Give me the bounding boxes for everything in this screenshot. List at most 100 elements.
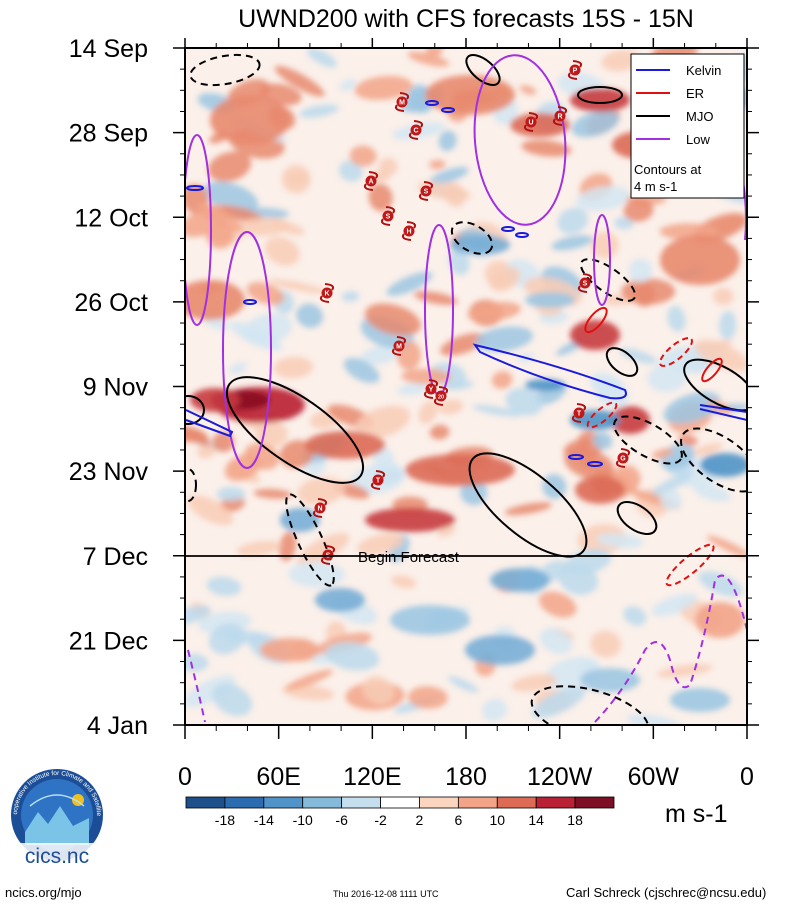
axes: 14 Sep 28 Sep 12 Oct 26 Oct 9 Nov 23 Nov 7 Dec… xyxy=(69,35,759,791)
colorbar-units: m s-1 xyxy=(665,800,728,828)
storm-label: S xyxy=(386,214,391,221)
legend-box xyxy=(630,53,745,199)
storm-label: H xyxy=(406,229,411,236)
low-contour xyxy=(185,134,212,326)
y-tick-label: 12 Oct xyxy=(74,204,148,232)
colorbar-tick-label: -14 xyxy=(254,812,274,828)
colorbar-tick-label: 2 xyxy=(416,812,424,828)
kelvin-contour xyxy=(472,343,627,400)
forecast-label: Begin Forecast xyxy=(358,549,460,566)
low-contour xyxy=(473,54,567,226)
legend-label: MJO xyxy=(686,109,713,124)
kelvin-contour xyxy=(587,461,603,467)
colorbar-swatch xyxy=(574,796,615,809)
mjo-contour-negative xyxy=(613,415,683,465)
storm-marker: T xyxy=(370,470,386,490)
colorbar-tick-label: 18 xyxy=(567,812,583,828)
chart-title: UWND200 with CFS forecasts 15S - 15N xyxy=(238,5,694,33)
colorbar-tick-label: -10 xyxy=(293,812,313,828)
kelvin-contour xyxy=(441,107,455,113)
x-tick-label: 60W xyxy=(628,763,680,791)
storm-marker: R xyxy=(552,106,568,126)
mjo-contour xyxy=(185,395,205,425)
low-contour xyxy=(222,231,272,469)
storm-label: S xyxy=(424,189,429,196)
storm-label: R xyxy=(557,114,562,121)
storm-label: K xyxy=(324,291,329,298)
y-tick-label: 9 Nov xyxy=(83,374,149,402)
storm-marker: M xyxy=(391,336,407,356)
storm-label: S xyxy=(583,281,588,288)
kelvin-contour xyxy=(425,100,439,106)
mjo-contour-negative xyxy=(450,221,494,255)
storm-label: T xyxy=(577,411,582,418)
storm-marker: A xyxy=(363,171,379,191)
colorbar-swatch xyxy=(185,796,226,809)
y-tick-label: 23 Nov xyxy=(69,458,149,486)
storm-label: U xyxy=(528,120,533,127)
mjo-contour-negative xyxy=(680,427,747,493)
colorbar-swatch xyxy=(535,796,576,809)
colorbar-tick-label: 10 xyxy=(489,812,505,828)
footer-left[interactable]: ncics.org/mjo xyxy=(5,885,82,900)
footer-timestamp: Thu 2016-12-08 1111 UTC xyxy=(333,889,439,899)
footer-right[interactable]: Carl Schreck (cjschrec@ncsu.edu) xyxy=(566,885,767,900)
mjo-contour-negative xyxy=(285,493,335,587)
y-tick-label: 26 Oct xyxy=(74,289,148,317)
colorbar-swatch xyxy=(380,796,420,809)
kelvin-contour xyxy=(243,299,257,305)
kelvin-contour xyxy=(699,404,747,422)
colorbar-swatch xyxy=(496,796,537,809)
colorbar-tick-label: 6 xyxy=(454,812,462,828)
colorbar-swatch xyxy=(457,796,498,809)
storm-label: Y xyxy=(429,387,434,394)
y-tick-label: 7 Dec xyxy=(83,543,148,571)
colorbar-tick-label: -2 xyxy=(374,812,387,828)
colorbar-swatch xyxy=(341,796,381,809)
x-tick-label: 0 xyxy=(740,763,754,791)
storm-label: A xyxy=(368,179,373,186)
legend-label: Kelvin xyxy=(686,63,721,78)
colorbar-tick-label: -18 xyxy=(215,812,235,828)
colorbar: -18 -14 -10 -6 -2 2 6 10 14 18 xyxy=(185,796,615,828)
mjo-contour-negative xyxy=(185,468,197,502)
er-contour-negative xyxy=(659,337,693,367)
mjo-contour-negative xyxy=(530,685,650,725)
colorbar-tick-label: -6 xyxy=(335,812,348,828)
kelvin-contour xyxy=(185,409,234,438)
storm-label: T xyxy=(376,478,381,485)
mjo-contour xyxy=(605,347,639,377)
kelvin-contour xyxy=(501,226,515,232)
x-tick-label: 120E xyxy=(343,763,401,791)
low-contour-negative xyxy=(187,649,206,723)
mjo-contour xyxy=(225,376,365,484)
storm-marker: P xyxy=(567,60,583,80)
y-tick-label: 14 Sep xyxy=(69,35,148,63)
storm-label: C xyxy=(413,128,418,135)
colorbar-swatch xyxy=(419,796,459,809)
storm-marker: N xyxy=(312,498,328,518)
mjo-contour xyxy=(577,86,623,104)
storm-marker: H xyxy=(401,221,417,241)
contour-layer xyxy=(185,53,747,725)
storm-label: G xyxy=(620,456,626,463)
er-contour xyxy=(584,306,608,334)
x-tick-label: 60E xyxy=(256,763,300,791)
legend-label: Low xyxy=(686,132,710,147)
er-contour-negative xyxy=(586,401,618,429)
kelvin-contour xyxy=(515,232,529,238)
storm-marker: K xyxy=(319,283,335,303)
storm-marker: C xyxy=(408,120,424,140)
colorbar-swatch xyxy=(263,796,304,809)
colorbar-swatch xyxy=(302,796,343,809)
storm-label: M xyxy=(399,100,405,107)
storm-marker: Y xyxy=(423,379,439,399)
storm-label: P xyxy=(573,68,578,75)
storm-marker: S xyxy=(577,273,593,293)
storm-marker: S xyxy=(418,181,434,201)
low-contour xyxy=(593,214,611,306)
mjo-contour xyxy=(616,501,658,535)
logo-text: cics.nc xyxy=(25,845,89,868)
er-contour-negative xyxy=(665,543,715,587)
